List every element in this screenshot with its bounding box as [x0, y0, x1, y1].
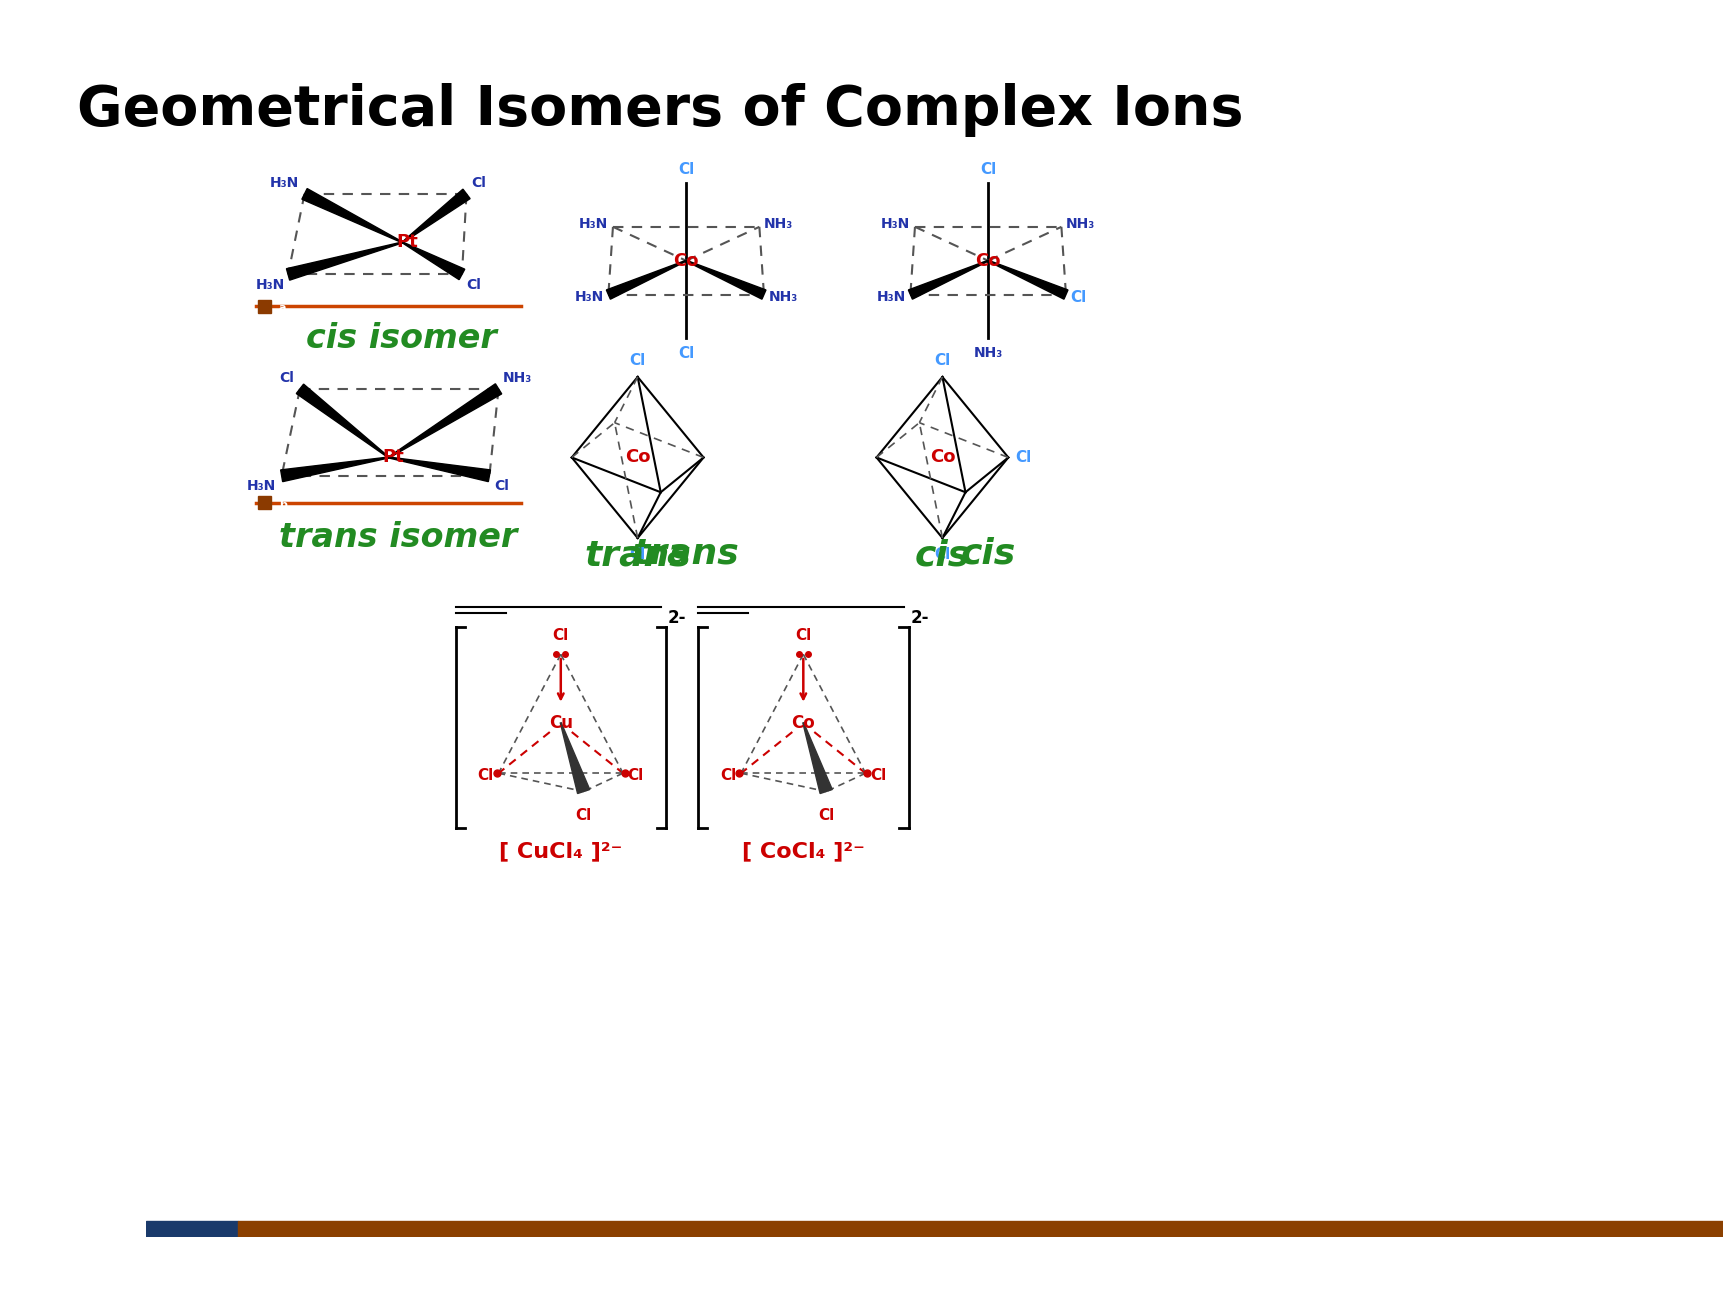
Bar — [238, 1221, 1723, 1238]
Polygon shape — [803, 722, 832, 793]
Text: NH₃: NH₃ — [503, 371, 532, 385]
Text: Cl: Cl — [870, 767, 886, 783]
Text: NH₃: NH₃ — [973, 346, 1003, 359]
Text: Cl: Cl — [720, 767, 736, 783]
Text: Cl: Cl — [279, 371, 295, 385]
Text: Cl: Cl — [629, 353, 646, 368]
Text: 2-: 2- — [910, 609, 929, 627]
Polygon shape — [388, 384, 501, 457]
Text: [ CuCl₄ ]²⁻: [ CuCl₄ ]²⁻ — [498, 841, 622, 860]
Text: Co: Co — [975, 252, 1001, 270]
Text: Cl: Cl — [1015, 450, 1032, 465]
Text: Cl: Cl — [467, 278, 481, 292]
Text: Cl: Cl — [495, 479, 508, 494]
Text: trans: trans — [584, 539, 691, 572]
Polygon shape — [987, 260, 1067, 300]
Text: a: a — [279, 304, 286, 313]
Text: cis: cis — [915, 539, 970, 572]
Text: Pt: Pt — [396, 234, 417, 252]
Polygon shape — [401, 242, 465, 279]
Text: trans isomer: trans isomer — [279, 521, 517, 553]
Text: [ CoCl₄ ]²⁻: [ CoCl₄ ]²⁻ — [741, 841, 865, 860]
Polygon shape — [388, 457, 489, 482]
Polygon shape — [296, 384, 389, 457]
Text: Geometrical Isomers of Complex Ions: Geometrical Isomers of Complex Ions — [78, 83, 1242, 137]
Text: H₃N: H₃N — [579, 217, 608, 231]
Polygon shape — [302, 189, 403, 243]
Bar — [258, 496, 271, 509]
Text: Cl: Cl — [629, 547, 646, 562]
Text: H₃N: H₃N — [880, 217, 910, 231]
Bar — [258, 300, 271, 313]
Text: H₃N: H₃N — [257, 278, 284, 292]
Text: Pt: Pt — [383, 448, 403, 466]
Text: Cl: Cl — [677, 346, 694, 360]
Polygon shape — [908, 260, 987, 300]
Text: NH₃: NH₃ — [763, 217, 793, 231]
Text: NH₃: NH₃ — [768, 291, 798, 305]
Text: Cl: Cl — [818, 808, 834, 823]
Text: Co: Co — [791, 714, 815, 731]
Text: Co: Co — [929, 448, 955, 466]
Text: Cl: Cl — [627, 767, 643, 783]
Text: H₃N: H₃N — [269, 176, 298, 190]
Text: Co: Co — [624, 448, 650, 466]
Text: 2-: 2- — [667, 609, 686, 627]
Polygon shape — [281, 457, 389, 482]
Text: NH₃: NH₃ — [1065, 217, 1094, 231]
Text: Cl: Cl — [934, 547, 949, 562]
Text: Cl: Cl — [477, 767, 495, 783]
Bar — [146, 1221, 238, 1238]
Text: Cl: Cl — [934, 353, 949, 368]
Text: Cl: Cl — [1070, 289, 1085, 305]
Text: Cl: Cl — [794, 628, 812, 643]
Polygon shape — [606, 260, 686, 300]
Text: Cu: Cu — [548, 714, 572, 731]
Text: H₃N: H₃N — [875, 291, 905, 305]
Text: cis isomer: cis isomer — [307, 322, 496, 355]
Text: H₃N: H₃N — [246, 479, 276, 494]
Polygon shape — [286, 242, 403, 280]
Text: cis: cis — [960, 536, 1015, 571]
Text: H₃N: H₃N — [574, 291, 603, 305]
Text: Cl: Cl — [553, 628, 569, 643]
Polygon shape — [560, 722, 589, 793]
Text: b: b — [279, 500, 286, 510]
Text: Co: Co — [674, 252, 698, 270]
Text: trans: trans — [632, 536, 739, 571]
Polygon shape — [401, 189, 470, 243]
Text: Cl: Cl — [575, 808, 591, 823]
Text: Cl: Cl — [979, 162, 996, 177]
Text: Cl: Cl — [677, 162, 694, 177]
Polygon shape — [686, 260, 765, 300]
Text: Cl: Cl — [470, 176, 486, 190]
